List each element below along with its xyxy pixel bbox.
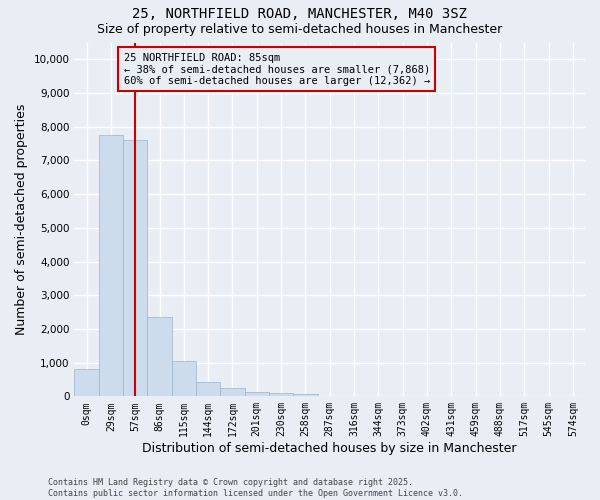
- Bar: [172, 361, 196, 396]
- Bar: [293, 394, 317, 396]
- Bar: [220, 388, 245, 396]
- Bar: [245, 392, 269, 396]
- X-axis label: Distribution of semi-detached houses by size in Manchester: Distribution of semi-detached houses by …: [142, 442, 517, 455]
- Bar: [196, 382, 220, 396]
- Bar: [148, 317, 172, 396]
- Bar: [74, 370, 99, 396]
- Text: Contains HM Land Registry data © Crown copyright and database right 2025.
Contai: Contains HM Land Registry data © Crown c…: [48, 478, 463, 498]
- Bar: [99, 135, 123, 396]
- Bar: [269, 394, 293, 396]
- Text: 25, NORTHFIELD ROAD, MANCHESTER, M40 3SZ: 25, NORTHFIELD ROAD, MANCHESTER, M40 3SZ: [133, 8, 467, 22]
- Bar: [123, 140, 148, 396]
- Text: 25 NORTHFIELD ROAD: 85sqm
← 38% of semi-detached houses are smaller (7,868)
60% : 25 NORTHFIELD ROAD: 85sqm ← 38% of semi-…: [124, 52, 430, 86]
- Text: Size of property relative to semi-detached houses in Manchester: Size of property relative to semi-detach…: [97, 22, 503, 36]
- Y-axis label: Number of semi-detached properties: Number of semi-detached properties: [15, 104, 28, 335]
